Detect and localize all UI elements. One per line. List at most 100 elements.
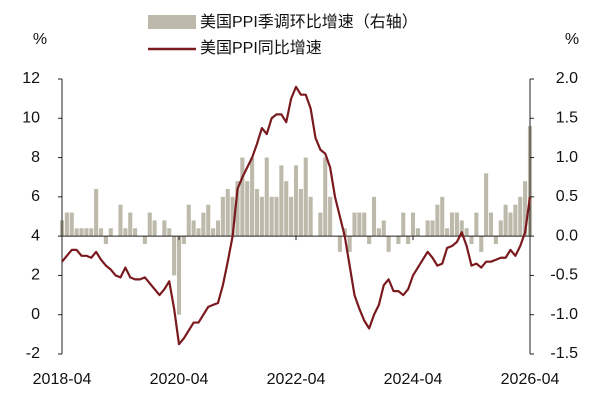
bar	[206, 204, 211, 237]
x-tick-label: 2022-04	[267, 371, 326, 388]
bar	[449, 212, 455, 237]
line	[61, 85, 532, 346]
legend-swatch-bar	[148, 15, 196, 29]
bar	[167, 228, 172, 237]
bar	[172, 236, 177, 276]
bar	[264, 157, 269, 237]
bar	[220, 196, 225, 237]
bar	[406, 236, 411, 244]
bar	[303, 157, 308, 237]
legend-label: 美国PPI同比增速	[200, 39, 322, 57]
bar	[240, 157, 245, 237]
y-tick-label: 0	[31, 306, 40, 323]
x-tick-label: 2024-04	[384, 371, 443, 388]
bar	[484, 173, 489, 237]
bar	[376, 228, 381, 237]
bar	[274, 196, 279, 237]
y-tick-label: 2	[31, 267, 40, 284]
bar	[513, 204, 518, 237]
bar	[357, 212, 362, 237]
bar	[289, 196, 294, 237]
bar	[235, 181, 240, 237]
bar	[196, 228, 201, 237]
bar	[469, 236, 474, 244]
bar	[396, 236, 401, 244]
bar	[176, 236, 182, 315]
bar	[362, 212, 367, 237]
bar	[162, 220, 167, 237]
bar	[133, 228, 138, 237]
y2-tick-label: 2.0	[556, 70, 578, 87]
x-tick-label: 2026-04	[501, 371, 560, 388]
bar	[381, 220, 386, 237]
bar	[191, 220, 196, 237]
bar	[98, 228, 104, 237]
y2-tick-label: 0.0	[556, 227, 578, 244]
bar	[128, 212, 133, 237]
y-tick-label: 8	[31, 149, 40, 166]
bar	[498, 220, 503, 237]
bar	[245, 181, 250, 237]
bar	[64, 212, 69, 237]
legend-label: 美国PPI季调环比增速（右轴）	[200, 13, 418, 31]
bar	[508, 212, 513, 237]
bar	[371, 196, 377, 237]
bar	[254, 189, 260, 237]
bar	[386, 236, 391, 252]
bar	[445, 228, 450, 237]
bar	[79, 228, 84, 237]
bar	[401, 212, 406, 237]
bar	[523, 181, 528, 237]
bar	[230, 196, 235, 237]
y-tick-label: 6	[31, 188, 40, 205]
bar	[215, 220, 221, 237]
y-tick-label: 4	[31, 227, 40, 244]
bar	[298, 189, 303, 237]
bar	[201, 212, 206, 237]
bar	[493, 236, 498, 244]
bar	[425, 220, 430, 237]
bar	[459, 220, 464, 237]
bar	[318, 212, 323, 237]
bar	[152, 220, 157, 237]
bar	[347, 236, 352, 252]
bar	[323, 157, 328, 237]
bar	[415, 228, 420, 237]
bar	[503, 204, 508, 237]
y-tick-label: -2	[26, 345, 40, 362]
x-tick-label: 2020-04	[150, 371, 209, 388]
bar	[259, 196, 264, 237]
bar	[410, 212, 416, 237]
y-tick-label: 12	[22, 70, 40, 87]
y-tick-label: 10	[22, 110, 40, 127]
bar	[337, 236, 342, 252]
bar	[123, 228, 128, 237]
bar	[181, 236, 186, 244]
bar	[147, 212, 152, 237]
bar	[94, 189, 99, 237]
bar	[279, 165, 284, 237]
bar	[74, 228, 79, 237]
bar	[430, 220, 435, 237]
bar	[518, 196, 523, 237]
bar	[142, 236, 147, 244]
y2-tick-label: 1.5	[556, 110, 578, 127]
bar	[186, 204, 191, 237]
y2-unit: %	[565, 31, 579, 48]
bar	[293, 165, 299, 237]
bar	[328, 196, 333, 237]
bar	[89, 228, 94, 237]
bar	[211, 228, 216, 237]
y2-tick-label: 0.5	[556, 188, 578, 205]
bar	[269, 196, 274, 237]
bar	[435, 204, 440, 237]
bar	[367, 236, 372, 244]
bar	[479, 236, 484, 252]
x-tick-label: 2018-04	[33, 371, 92, 388]
y2-tick-label: -0.5	[550, 267, 578, 284]
bar	[108, 228, 113, 237]
bar	[250, 157, 255, 237]
bar	[474, 212, 479, 237]
bar	[488, 212, 494, 237]
